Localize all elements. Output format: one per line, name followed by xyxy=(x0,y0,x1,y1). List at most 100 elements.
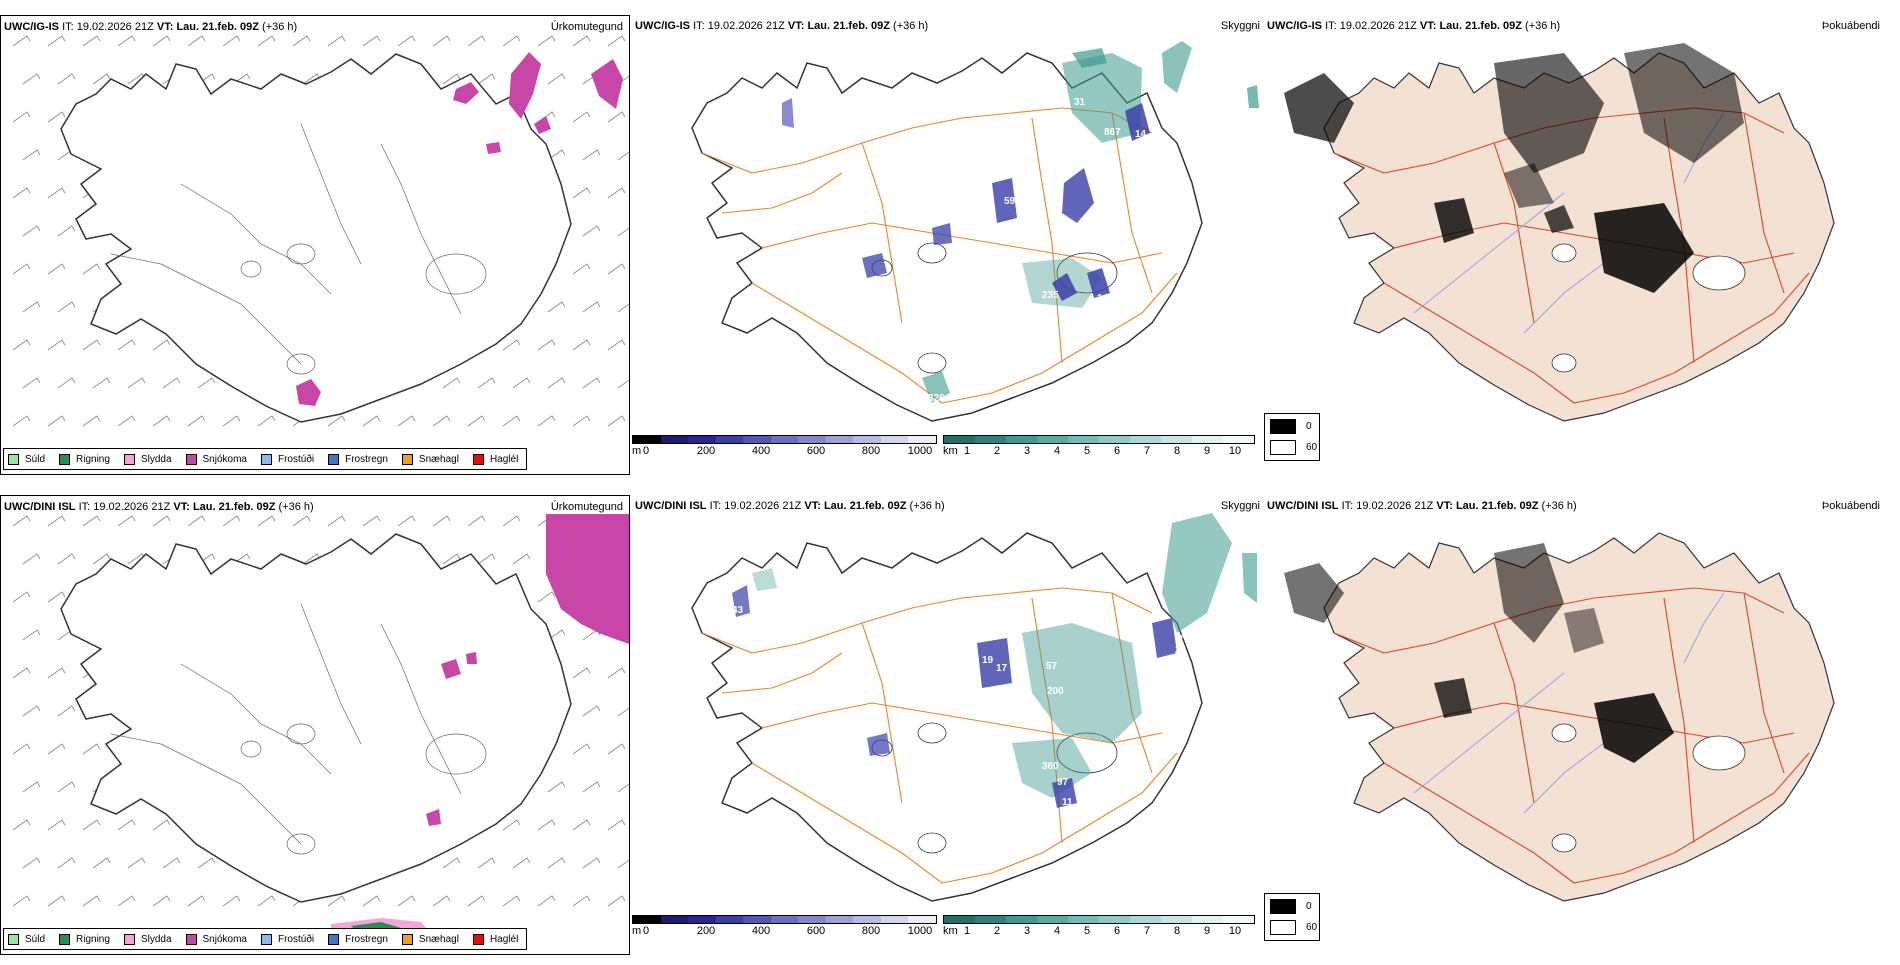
wind-barb xyxy=(547,73,566,85)
svg-text:19: 19 xyxy=(982,655,994,666)
colorbar-segment xyxy=(770,916,799,923)
wind-barb xyxy=(432,415,451,427)
wind-barb xyxy=(607,263,626,275)
fog-map xyxy=(1284,513,1900,913)
wind-barb xyxy=(607,111,626,123)
wind-barb xyxy=(502,819,521,831)
model-row-dini: UWC/DINI ISL IT: 19.02.2026 21Z VT: Lau.… xyxy=(0,495,1900,965)
wind-barb xyxy=(57,301,76,313)
wind-barb xyxy=(537,819,556,831)
wind-barb xyxy=(467,895,486,907)
wind-barb xyxy=(607,895,626,907)
wind-barb xyxy=(187,515,206,527)
wind-barb xyxy=(582,301,601,313)
wind-barb xyxy=(327,515,346,527)
colorbar-segment xyxy=(1130,436,1161,443)
panel-header: UWC/IG-IS IT: 19.02.2026 21Z VT: Lau. 21… xyxy=(635,20,929,32)
wind-barb xyxy=(537,591,556,603)
wind-barb xyxy=(47,263,66,275)
wind-barb xyxy=(12,591,31,603)
panel-title: Skyggni xyxy=(1220,20,1260,32)
wind-barb xyxy=(362,415,381,427)
wind-barb xyxy=(477,553,496,565)
colorbar-segment xyxy=(770,436,799,443)
wind-barb xyxy=(547,857,566,869)
precip-type-panel: UWC/IG-IS IT: 19.02.2026 21Z VT: Lau. 21… xyxy=(0,15,630,475)
wind-barb xyxy=(12,339,31,351)
wind-barb xyxy=(47,895,66,907)
wind-barb xyxy=(57,705,76,717)
wind-barb xyxy=(117,35,136,47)
wind-barb xyxy=(117,819,136,831)
svg-text:17: 17 xyxy=(996,663,1008,674)
wind-barb xyxy=(152,819,171,831)
svg-text:14: 14 xyxy=(1097,293,1109,304)
wind-barb xyxy=(582,857,601,869)
wind-barb xyxy=(22,73,41,85)
wind-barb xyxy=(607,667,626,679)
wind-barb xyxy=(47,591,66,603)
legend-item: Súld xyxy=(8,453,45,465)
colorbar-segment xyxy=(633,916,661,923)
wind-barb xyxy=(617,151,629,161)
wind-barb xyxy=(572,743,591,755)
precip-type-panel: UWC/DINI ISL IT: 19.02.2026 21Z VT: Lau.… xyxy=(0,495,630,955)
colorbar-segment xyxy=(1068,436,1099,443)
wind-barb xyxy=(537,415,556,427)
wind-barb xyxy=(617,707,629,717)
svg-text:43: 43 xyxy=(732,605,744,616)
colorbar-segment xyxy=(1006,916,1037,923)
wind-barb xyxy=(572,819,591,831)
cloud-base-areas xyxy=(782,98,1150,301)
wind-barb xyxy=(117,895,136,907)
panel-title: Úrkomutegund xyxy=(550,501,623,513)
colorbar-segment xyxy=(1192,436,1223,443)
colorbar-segment xyxy=(908,916,937,923)
colorbar-segment xyxy=(944,436,975,443)
colorbar-segment xyxy=(633,436,661,443)
wind-barb xyxy=(397,415,416,427)
fog-index-panel: UWC/DINI ISL IT: 19.02.2026 21Z VT: Lau.… xyxy=(1264,495,1900,955)
wind-barb xyxy=(467,415,486,427)
wind-barb xyxy=(257,895,276,907)
wind-barb xyxy=(582,225,601,237)
visibility-colorbar: km 1 2 3 4 5 6 7 8 9 10 xyxy=(943,915,1255,938)
wind-barb xyxy=(57,377,76,389)
fog-map xyxy=(1284,43,1900,433)
wind-barb xyxy=(47,187,66,199)
legend-item: Snæhagl xyxy=(401,453,459,465)
precip-legend: Súld Rigning Slydda Snjókoma Frostúði Fr… xyxy=(3,928,528,950)
wind-barb xyxy=(47,415,66,427)
legend-item: Haglél xyxy=(472,933,518,945)
legend-item: Snjókoma xyxy=(185,933,247,945)
wind-barb xyxy=(257,515,276,527)
wind-barb xyxy=(537,35,556,47)
wind-barb xyxy=(572,187,591,199)
wind-barb xyxy=(362,515,381,527)
wind-barb xyxy=(572,339,591,351)
cloud-base-areas xyxy=(732,585,1177,808)
legend-item: Snjókoma xyxy=(185,453,247,465)
colorbar-segment xyxy=(853,436,881,443)
wind-barb xyxy=(327,415,346,427)
colorbar-segment xyxy=(944,916,975,923)
wind-barb xyxy=(127,377,146,389)
svg-text:326: 326 xyxy=(928,393,945,404)
cloud-value-labels: 43 19 17 57 200 44 25 360 97 11 xyxy=(732,605,1187,808)
precip-map xyxy=(12,514,629,934)
colorbar-segment xyxy=(1130,916,1161,923)
wind-barb xyxy=(57,553,76,565)
svg-text:31: 31 xyxy=(1074,97,1086,108)
wind-barb xyxy=(617,227,629,237)
colorbar-segment xyxy=(825,436,854,443)
wind-barb xyxy=(57,781,76,793)
panel-header: UWC/IG-IS IT: 19.02.2026 21Z VT: Lau. 21… xyxy=(1267,20,1561,32)
panel-title: Skyggni xyxy=(1220,500,1260,512)
wind-barb xyxy=(327,895,346,907)
colorbar-segment xyxy=(743,916,771,923)
wind-barb xyxy=(607,339,626,351)
wind-barb xyxy=(127,857,146,869)
wind-barb xyxy=(162,377,181,389)
svg-text:25: 25 xyxy=(1175,645,1187,656)
wind-barb xyxy=(47,339,66,351)
